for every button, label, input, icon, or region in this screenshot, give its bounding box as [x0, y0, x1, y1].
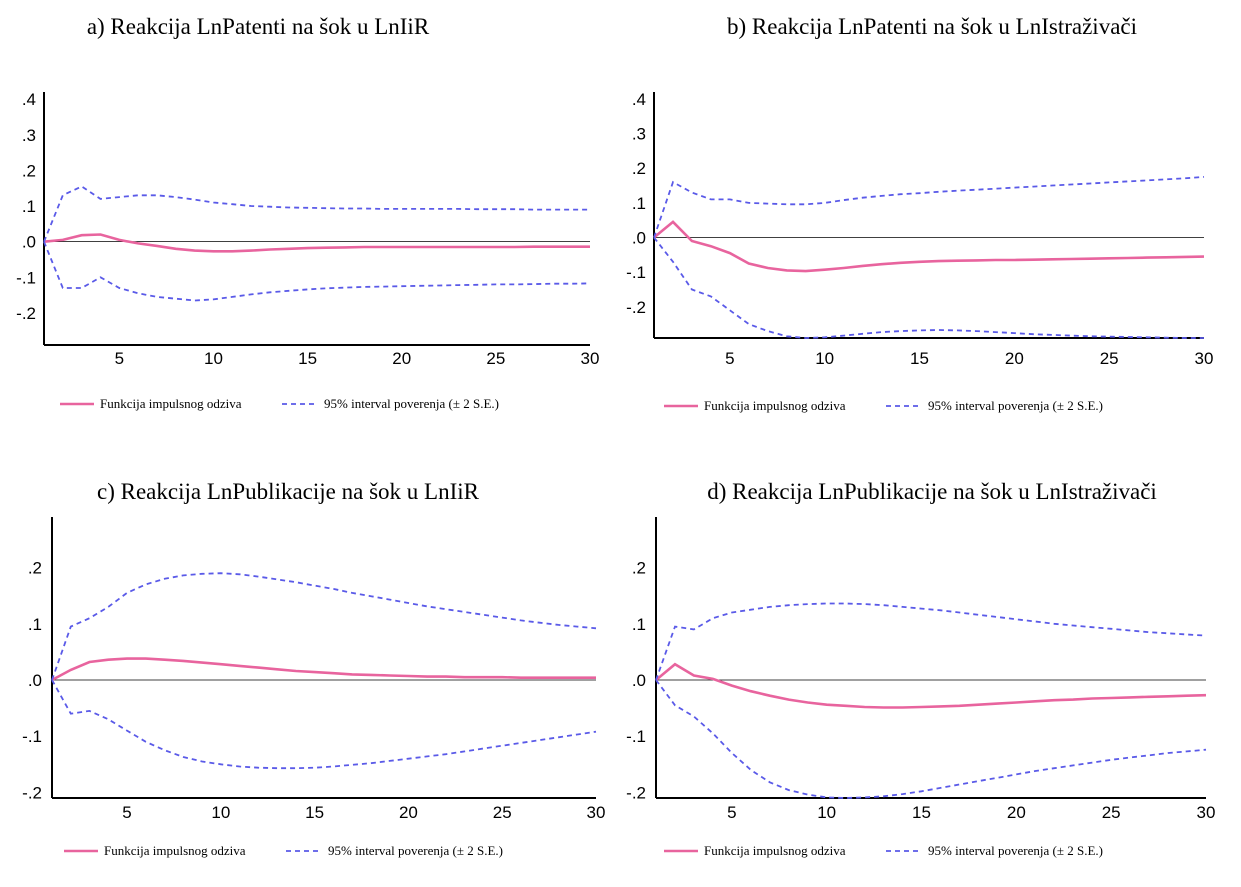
x-tick-label: 10: [815, 349, 834, 368]
series-line-confidence-interval: [653, 176, 1205, 238]
y-tick-label: .0: [632, 671, 646, 690]
x-tick-label: 30: [1195, 349, 1214, 368]
x-tick-label: 25: [486, 349, 505, 368]
y-tick-label: .2: [632, 559, 646, 578]
legend: Funkcija impulsnog odziva 95% interval po…: [664, 843, 1103, 858]
chart-panel-d: d) Reakcija LnPublikacije na šok u LnIst…: [620, 443, 1240, 886]
series-line-confidence-interval: [655, 602, 1207, 681]
chart-panel-c: c) Reakcija LnPublikacije na šok u LnIiR…: [0, 443, 620, 886]
legend-label-impulse-response: Funkcija impulsnog odziva: [704, 398, 846, 413]
y-tick-label: .0: [632, 229, 646, 248]
y-tick-label: .1: [632, 194, 646, 213]
y-tick-label: .4: [632, 90, 646, 109]
x-tick-label: 25: [1102, 803, 1121, 822]
chart-title: c) Reakcija LnPublikacije na šok u LnIiR: [97, 479, 480, 504]
y-tick-label: .2: [22, 161, 36, 180]
chart-title: d) Reakcija LnPublikacije na šok u LnIst…: [707, 479, 1157, 504]
series-line-confidence-interval: [43, 185, 590, 243]
series-line-impulse-response: [51, 657, 596, 682]
legend-label-impulse-response: Funkcija impulsnog odziva: [100, 396, 242, 411]
y-tick-label: .1: [28, 615, 42, 634]
series-line-confidence-interval: [51, 679, 597, 770]
chart-title: a) Reakcija LnPatenti na šok u LnIiR: [87, 14, 430, 39]
x-tick-label: 10: [817, 803, 836, 822]
series-line-impulse-response: [653, 220, 1205, 273]
x-tick-label: 20: [1007, 803, 1026, 822]
series-line-impulse-response: [43, 233, 590, 253]
y-tick-label: -.1: [16, 268, 36, 287]
x-tick-label: 15: [912, 803, 931, 822]
x-tick-label: 30: [587, 803, 606, 822]
legend-label-confidence-interval: 95% interval poverenja (± 2 S.E.): [328, 843, 503, 858]
series-line-confidence-interval: [51, 572, 597, 681]
y-tick-label: .0: [22, 233, 36, 252]
chart-title: b) Reakcija LnPatenti na šok u LnIstraži…: [727, 14, 1137, 39]
x-tick-label: 20: [392, 349, 411, 368]
legend: Funkcija impulsnog odziva 95% interval po…: [64, 843, 503, 858]
y-tick-label: .2: [28, 559, 42, 578]
y-tick-label: -.2: [626, 298, 646, 317]
y-tick-label: -.2: [626, 783, 646, 802]
series-line-confidence-interval: [653, 236, 1204, 339]
x-tick-label: 30: [581, 349, 600, 368]
x-tick-label: 25: [493, 803, 512, 822]
chart-svg: b) Reakcija LnPatenti na šok u LnIstraži…: [626, 14, 1214, 413]
x-tick-label: 10: [204, 349, 223, 368]
legend: Funkcija impulsnog odziva 95% interval po…: [664, 398, 1103, 413]
x-tick-label: 15: [298, 349, 317, 368]
y-tick-label: .1: [22, 197, 36, 216]
series-line-impulse-response: [655, 662, 1207, 709]
y-tick-label: -.1: [626, 727, 646, 746]
y-tick-label: .4: [22, 90, 36, 109]
chart-svg: a) Reakcija LnPatenti na šok u LnIiR .4 .3…: [16, 14, 600, 411]
legend-label-confidence-interval: 95% interval poverenja (± 2 S.E.): [928, 398, 1103, 413]
legend-label-impulse-response: Funkcija impulsnog odziva: [104, 843, 246, 858]
chart-svg: c) Reakcija LnPublikacije na šok u LnIiR…: [22, 479, 606, 858]
legend-label-confidence-interval: 95% interval poverenja (± 2 S.E.): [928, 843, 1103, 858]
x-tick-label: 25: [1100, 349, 1119, 368]
y-tick-label: -.1: [626, 263, 646, 282]
chart-panel-a: a) Reakcija LnPatenti na šok u LnIiR .4 .3…: [0, 0, 620, 443]
x-tick-label: 30: [1197, 803, 1216, 822]
x-tick-label: 5: [115, 349, 124, 368]
y-tick-label: -.2: [22, 783, 42, 802]
legend: Funkcija impulsnog odziva 95% interval po…: [60, 396, 499, 411]
series-line-confidence-interval: [43, 241, 591, 302]
x-tick-label: 5: [122, 803, 131, 822]
y-tick-label: -.2: [16, 304, 36, 323]
y-tick-label: .1: [632, 615, 646, 634]
y-tick-label: .2: [632, 159, 646, 178]
chart-panel-b: b) Reakcija LnPatenti na šok u LnIstraži…: [620, 0, 1240, 443]
x-tick-label: 10: [211, 803, 230, 822]
y-tick-label: .3: [22, 126, 36, 145]
x-tick-label: 15: [305, 803, 324, 822]
series-line-confidence-interval: [655, 679, 1207, 799]
x-tick-label: 5: [725, 349, 734, 368]
legend-label-impulse-response: Funkcija impulsnog odziva: [704, 843, 846, 858]
x-tick-label: 20: [1005, 349, 1024, 368]
legend-label-confidence-interval: 95% interval poverenja (± 2 S.E.): [324, 396, 499, 411]
y-tick-label: .0: [28, 671, 42, 690]
y-tick-label: -.1: [22, 727, 42, 746]
x-tick-label: 20: [399, 803, 418, 822]
chart-svg: d) Reakcija LnPublikacije na šok u LnIst…: [626, 479, 1216, 858]
y-tick-label: .3: [632, 125, 646, 144]
x-tick-label: 15: [910, 349, 929, 368]
x-tick-label: 5: [727, 803, 736, 822]
